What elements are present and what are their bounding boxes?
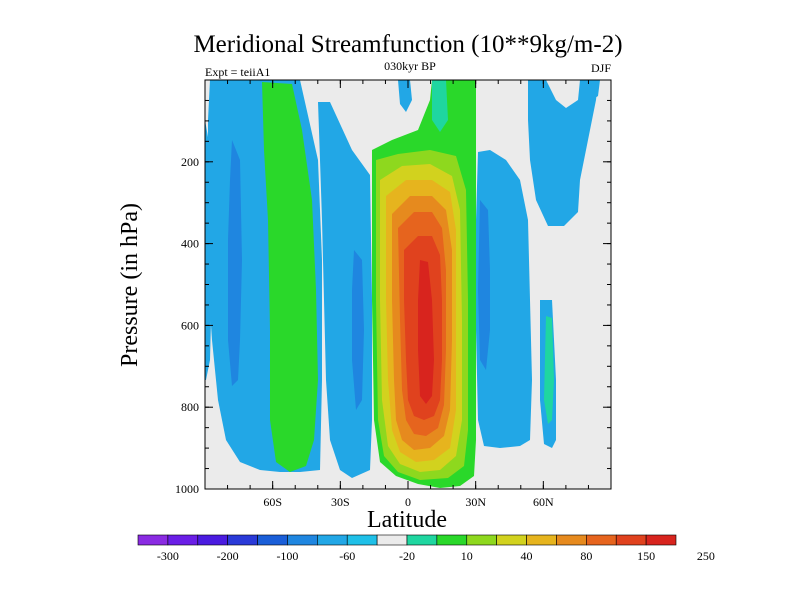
colorbar-swatch	[406, 534, 438, 546]
contour-south-positive-band	[262, 82, 318, 472]
colorbar-swatch	[556, 534, 587, 546]
colorbar-swatch	[586, 534, 617, 546]
x-tick-label: 60S	[263, 495, 282, 509]
axes: 60S 30S 0 30N 60N 200 400 600 800 1000	[175, 79, 612, 509]
colorbar-swatch	[257, 534, 288, 546]
contour-north-top-negative	[528, 80, 598, 226]
colorbar-swatch	[167, 534, 199, 546]
x-tick-label: 0	[405, 495, 411, 509]
colorbar-label: -20	[399, 549, 415, 563]
contour-fills	[205, 80, 600, 488]
y-tick-label: 400	[181, 237, 199, 251]
plot-area	[204, 79, 612, 490]
subtitle-left: Expt = teiiA1	[205, 65, 270, 79]
colorbar-swatch	[287, 534, 318, 546]
colorbar-swatch	[615, 534, 647, 546]
colorbar-label: 150	[637, 549, 655, 563]
y-tick-label: 600	[181, 318, 199, 332]
y-axis-label: Pressure (in hPa)	[117, 203, 143, 367]
x-tick-label: 60N	[533, 495, 554, 509]
colorbar-swatch	[227, 534, 258, 546]
colorbar-swatch	[137, 534, 169, 546]
contour-midsouth-inner	[352, 250, 364, 410]
x-tick-label: 30N	[465, 495, 486, 509]
contour-south-edge-sliver	[205, 120, 212, 380]
colorbar-label: -60	[339, 549, 355, 563]
contour-north-top-sliver	[590, 80, 600, 100]
colorbar-swatch	[317, 534, 348, 546]
colorbar-label: 40	[521, 549, 533, 563]
colorbar-label: 80	[580, 549, 592, 563]
contour-south-inner-negative	[228, 140, 242, 386]
contour-north-negative	[476, 150, 532, 448]
x-axis-label: Latitude	[367, 507, 447, 533]
colorbar-swatch	[197, 534, 228, 546]
y-tick-label: 200	[181, 155, 199, 169]
contour-north-green-core	[544, 316, 554, 424]
y-tick-label: 800	[181, 400, 199, 414]
chart-title: Meridional Streamfunction (10**9kg/m-2)	[193, 31, 622, 58]
contour-equatorial-max	[418, 260, 434, 404]
contour-top-green-filament	[432, 80, 448, 132]
contour-north-inner	[478, 200, 490, 370]
colorbar-label: -300	[157, 549, 179, 563]
colorbar-swatch	[645, 534, 677, 546]
x-tick-label: 30S	[331, 495, 350, 509]
colorbar-label: -100	[276, 549, 298, 563]
subtitle-right: DJF	[591, 61, 611, 75]
colorbar-swatch	[466, 534, 497, 546]
subtitle-center: 030kyr BP	[384, 59, 436, 73]
colorbar-swatch	[346, 534, 378, 546]
colorbar-label: 250	[697, 549, 715, 563]
colorbar-swatch	[376, 534, 408, 546]
y-tick-label: 1000	[175, 482, 199, 496]
colorbar: -300 -200 -100 -60 -20 10 40 80 150 250	[137, 534, 715, 563]
colorbar-swatch	[436, 534, 468, 546]
colorbar-swatch	[526, 534, 557, 546]
colorbar-label: -200	[217, 549, 239, 563]
colorbar-swatch	[496, 534, 527, 546]
colorbar-label: 10	[461, 549, 473, 563]
